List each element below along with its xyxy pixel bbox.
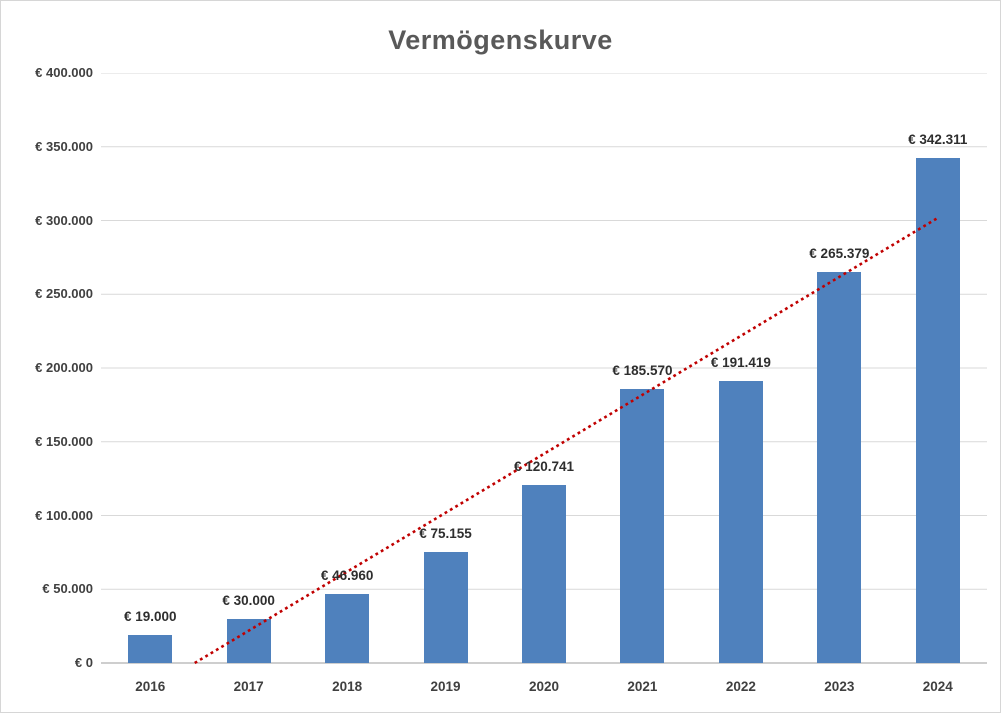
data-label-2017: € 30.000 <box>222 592 275 608</box>
x-tick-2018: 2018 <box>332 679 363 694</box>
y-tick-300000: € 300.000 <box>35 212 93 228</box>
x-tick-2023: 2023 <box>824 679 855 694</box>
x-tick-2020: 2020 <box>528 679 560 694</box>
bar-2018[interactable] <box>325 593 370 663</box>
bar-2017[interactable] <box>226 618 271 663</box>
data-label-2023: € 265.379 <box>809 245 870 261</box>
data-label-2022: € 191.419 <box>710 354 771 370</box>
data-label-2018: € 46.960 <box>320 567 374 583</box>
x-tick-2017: 2017 <box>233 679 264 694</box>
y-tick-100000: € 100.000 <box>35 507 93 523</box>
data-label-2019: € 75.155 <box>419 526 472 542</box>
bar-2024[interactable] <box>915 158 960 663</box>
bar-2019[interactable] <box>423 552 468 663</box>
bar-2023[interactable] <box>817 271 862 663</box>
y-tick-400000: € 400.000 <box>35 65 93 80</box>
x-tick-2019: 2019 <box>430 679 461 694</box>
y-tick-350000: € 350.000 <box>35 138 93 154</box>
x-tick-2022: 2022 <box>725 679 756 694</box>
bar-2016[interactable] <box>128 634 173 663</box>
x-tick-2021: 2021 <box>627 679 658 694</box>
data-label-2016: € 19.000 <box>123 608 177 624</box>
y-tick-0: € 0 <box>74 655 93 670</box>
y-tick-150000: € 150.000 <box>35 433 93 449</box>
data-label-2024: € 342.311 <box>908 132 968 148</box>
bar-2022[interactable] <box>718 380 763 663</box>
x-tick-2024: 2024 <box>922 679 953 694</box>
plot-area <box>101 73 987 665</box>
x-tick-2016: 2016 <box>135 679 166 694</box>
chart-title: Vermögenskurve <box>388 25 613 55</box>
y-tick-200000: € 200.000 <box>35 360 93 375</box>
y-tick-250000: € 250.000 <box>35 286 93 302</box>
bar-2020[interactable] <box>522 484 566 663</box>
data-label-2020: € 120.741 <box>513 458 575 474</box>
bar-2021[interactable] <box>620 389 665 663</box>
y-tick-50000: € 50.000 <box>42 581 93 597</box>
